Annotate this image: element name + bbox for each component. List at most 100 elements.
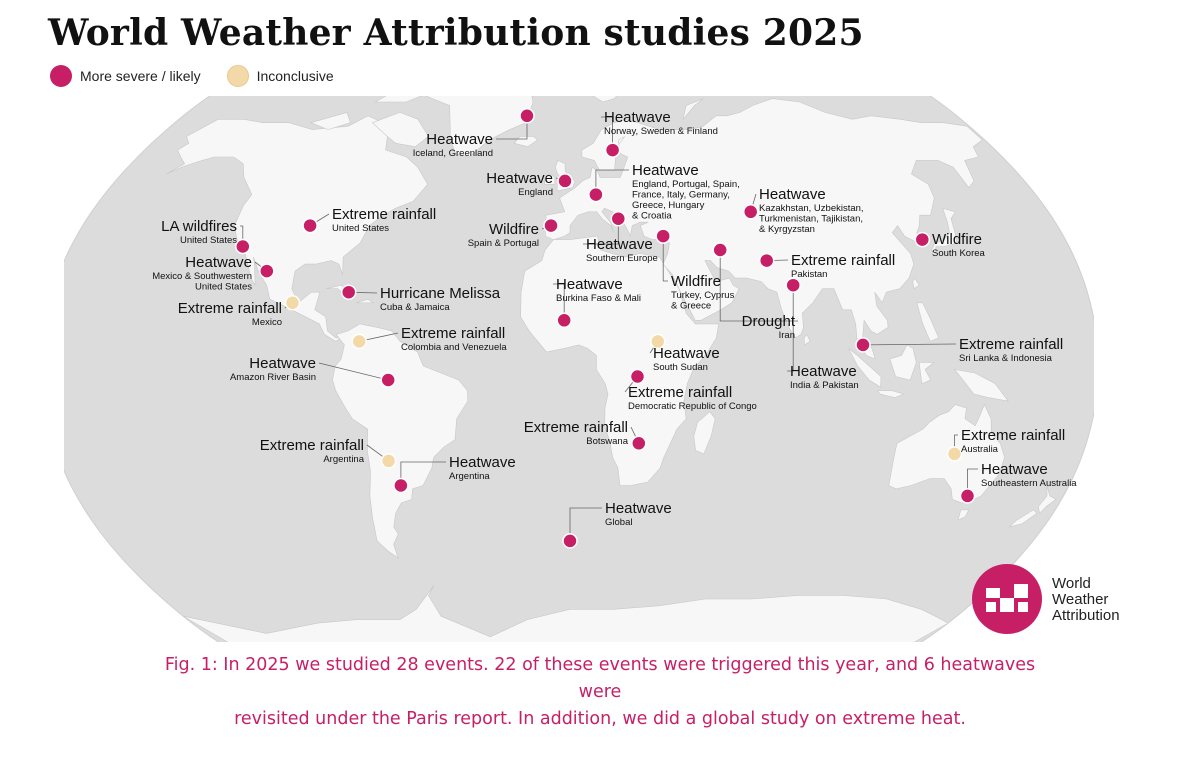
event-marker-severe[interactable]: [855, 337, 871, 353]
event-marker-severe[interactable]: [543, 217, 559, 234]
event-marker-inconclusive[interactable]: [380, 453, 397, 469]
event-subtitle: Cuba & Jamaica: [380, 302, 450, 313]
event-subtitle: England: [518, 187, 553, 198]
event-marker-severe[interactable]: [588, 186, 604, 203]
caption-line-1: Fig. 1: In 2025 we studied 28 events. 22…: [164, 655, 1036, 702]
land-south-america: [332, 323, 469, 559]
event-marker-severe[interactable]: [302, 217, 318, 234]
event-subtitle: Turkmenistan, Tajikistan,: [759, 214, 863, 225]
wwa-logo: World Weather Attribution: [972, 564, 1132, 634]
event-title: Extreme rainfall: [961, 427, 1065, 444]
land-africa: [520, 235, 720, 486]
event-title: Heatwave: [604, 109, 671, 126]
event-title: Heatwave: [249, 355, 316, 372]
legend-inconclusive-dot: [226, 65, 249, 87]
event-subtitle: Global: [605, 517, 632, 528]
legend-inconclusive-label: Inconclusive: [256, 68, 334, 84]
wwa-logo-mark: [972, 564, 1042, 634]
land-tasmania: [957, 509, 970, 521]
event-marker-severe[interactable]: [629, 368, 646, 385]
event-subtitle: Colombia and Venezuela: [401, 342, 507, 353]
event-title: Extreme rainfall: [791, 252, 895, 269]
land-taiwan: [912, 277, 920, 290]
page-title: World Weather Attribution studies 2025: [48, 12, 864, 54]
event-subtitle: Turkey, Cyprus: [671, 290, 735, 301]
event-marker-severe[interactable]: [914, 231, 931, 248]
event-marker-severe[interactable]: [655, 228, 671, 244]
figure-caption: Fig. 1: In 2025 we studied 28 events. 22…: [150, 652, 1050, 733]
legend-severe-dot: [50, 65, 72, 87]
event-title: Wildfire: [671, 273, 721, 290]
event-title: Heatwave: [981, 461, 1048, 478]
event-marker-severe[interactable]: [557, 173, 573, 189]
event-marker-severe[interactable]: [393, 477, 409, 494]
event-subtitle: Australia: [961, 444, 999, 455]
event-title: Heatwave: [449, 454, 516, 471]
event-leader-line: [553, 283, 565, 321]
event-marker-severe[interactable]: [712, 242, 728, 258]
event-subtitle: Argentina: [449, 471, 490, 482]
event-marker-inconclusive[interactable]: [351, 333, 367, 350]
event-leader-line: [400, 461, 446, 486]
legend-item-inconclusive: Inconclusive: [226, 65, 334, 87]
land-antarctica: [183, 585, 949, 642]
event-subtitle: & Kyrgyzstan: [759, 224, 815, 235]
event-subtitle: Amazon River Basin: [230, 372, 316, 383]
event-marker-severe[interactable]: [610, 210, 627, 227]
event-leader-line: [967, 468, 978, 496]
event-marker-severe[interactable]: [758, 252, 775, 269]
event-marker-severe[interactable]: [380, 372, 396, 388]
event-marker-severe[interactable]: [340, 284, 357, 300]
event-title: Heatwave: [790, 363, 857, 380]
event-marker-severe[interactable]: [785, 277, 801, 293]
land-madagascar: [693, 411, 716, 455]
event-subtitle: South Sudan: [653, 362, 708, 373]
event-marker-severe[interactable]: [519, 108, 535, 124]
event-leader-line: [719, 250, 798, 322]
land-novaya-zemlya: [682, 98, 704, 120]
event-title: Heatwave: [759, 186, 826, 203]
wwa-logo-text: World Weather Attribution: [1052, 576, 1120, 624]
event-title: LA wildfires: [161, 218, 237, 235]
event-subtitle: & Greece: [671, 301, 711, 312]
event-title: Heatwave: [426, 131, 493, 148]
event-subtitle: Argentina: [323, 454, 364, 465]
land-greenland: [423, 96, 534, 158]
event-marker-severe[interactable]: [556, 312, 572, 329]
event-title: Wildfire: [489, 221, 539, 238]
event-marker-inconclusive[interactable]: [946, 446, 963, 462]
event-subtitle: India & Pakistan: [790, 380, 859, 391]
event-title: Hurricane Melissa: [380, 285, 501, 302]
event-title: Heatwave: [185, 254, 252, 271]
event-marker-severe[interactable]: [259, 263, 275, 279]
event-subtitle: South Korea: [932, 248, 986, 259]
event-subtitle: Greece, Hungary: [632, 200, 705, 211]
event-marker-inconclusive[interactable]: [284, 295, 301, 311]
event-title: Extreme rainfall: [959, 336, 1063, 353]
event-subtitle: Southern Europe: [586, 253, 658, 264]
event-marker-severe[interactable]: [959, 488, 976, 504]
event-marker-severe[interactable]: [562, 533, 578, 549]
event-subtitle: Botswana: [586, 436, 628, 447]
event-marker-severe[interactable]: [631, 435, 647, 452]
event-title: Extreme rainfall: [524, 419, 628, 436]
event-marker-inconclusive[interactable]: [650, 333, 666, 350]
event-marker-severe[interactable]: [235, 238, 251, 255]
land-victoria-island: [309, 112, 351, 130]
event-marker-severe[interactable]: [604, 142, 621, 158]
event-leader-line: [601, 116, 613, 151]
event-marker-severe[interactable]: [742, 204, 759, 220]
event-subtitle: United States: [180, 235, 237, 246]
